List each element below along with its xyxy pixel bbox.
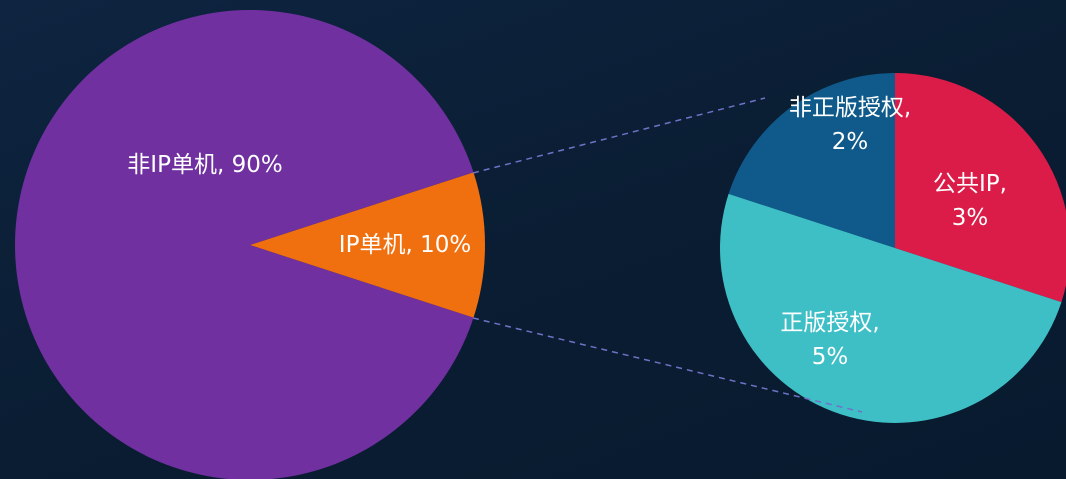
pies — [15, 10, 1066, 479]
pie-slice — [895, 73, 1066, 303]
slice-label: 公共IP, 3% — [933, 171, 1007, 231]
pie-slice — [15, 10, 474, 479]
slice-label: 正版授权, 5% — [780, 310, 880, 370]
connector-line — [472, 317, 863, 413]
pie-slice — [250, 172, 486, 318]
slice-label: 非正版授权, 2% — [788, 95, 912, 155]
pie-slice — [728, 73, 895, 248]
connector-line — [472, 97, 766, 174]
slice-label: 非IP单机, 90% — [127, 152, 283, 178]
pie-slice — [720, 193, 1062, 423]
slice-label: IP单机, 10% — [338, 232, 472, 258]
